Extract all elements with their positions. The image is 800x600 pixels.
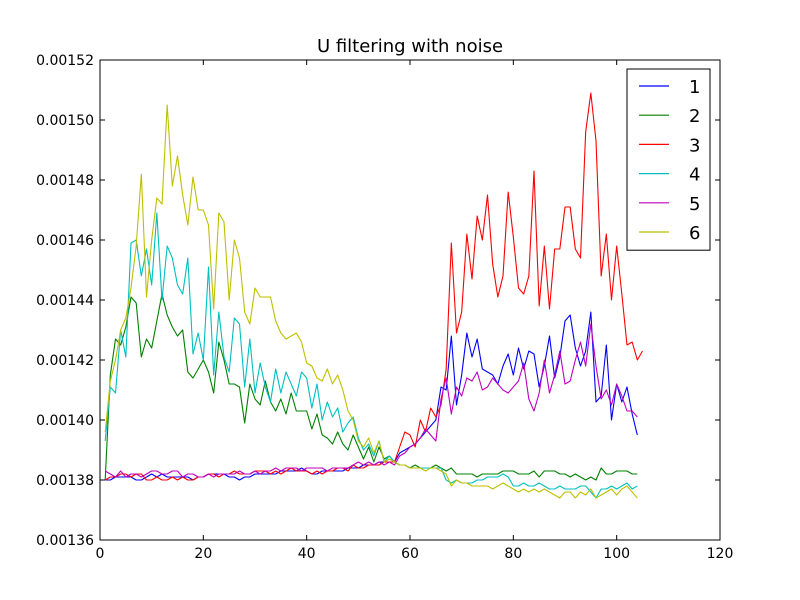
y-tick-label: 0.00152 bbox=[36, 53, 94, 69]
y-tick-label: 0.00136 bbox=[36, 533, 94, 549]
y-tick-label: 0.00138 bbox=[36, 473, 94, 489]
legend: 1 2 3 4 5 6 bbox=[626, 68, 711, 251]
series-layer bbox=[104, 92, 643, 499]
legend-label-6: 6 bbox=[689, 223, 700, 244]
y-tick-label: 0.00142 bbox=[36, 353, 94, 369]
legend-label-4: 4 bbox=[689, 165, 700, 186]
x-tick-label: 60 bbox=[401, 546, 419, 562]
y-tick-label: 0.00144 bbox=[36, 293, 94, 309]
x-tick-label: 40 bbox=[298, 546, 316, 562]
x-tick-label: 0 bbox=[96, 546, 105, 562]
y-tick-label: 0.00150 bbox=[36, 113, 94, 129]
y-tick-label: 0.00148 bbox=[36, 173, 94, 189]
x-tick-label: 100 bbox=[603, 546, 630, 562]
y-tick-label: 0.00140 bbox=[36, 413, 94, 429]
x-tick-label: 80 bbox=[504, 546, 522, 562]
x-tick-label: 120 bbox=[707, 546, 734, 562]
series-line-2 bbox=[104, 293, 638, 481]
legend-label-1: 1 bbox=[689, 77, 700, 98]
legend-label-2: 2 bbox=[689, 106, 700, 127]
series-line-5 bbox=[104, 323, 638, 478]
chart-title: U filtering with noise bbox=[317, 36, 503, 57]
series-line-6 bbox=[104, 104, 638, 499]
tick-layer: 0 20 40 60 80 100 120 0.00136 0.00138 0.00140 0.00… bbox=[36, 53, 733, 562]
legend-box bbox=[626, 68, 711, 251]
y-tick-label: 0.00146 bbox=[36, 233, 94, 249]
series-line-4 bbox=[104, 212, 638, 499]
legend-label-3: 3 bbox=[689, 135, 700, 156]
plot-frame bbox=[99, 59, 721, 541]
legend-label-5: 5 bbox=[689, 194, 700, 215]
x-tick-label: 20 bbox=[194, 546, 212, 562]
